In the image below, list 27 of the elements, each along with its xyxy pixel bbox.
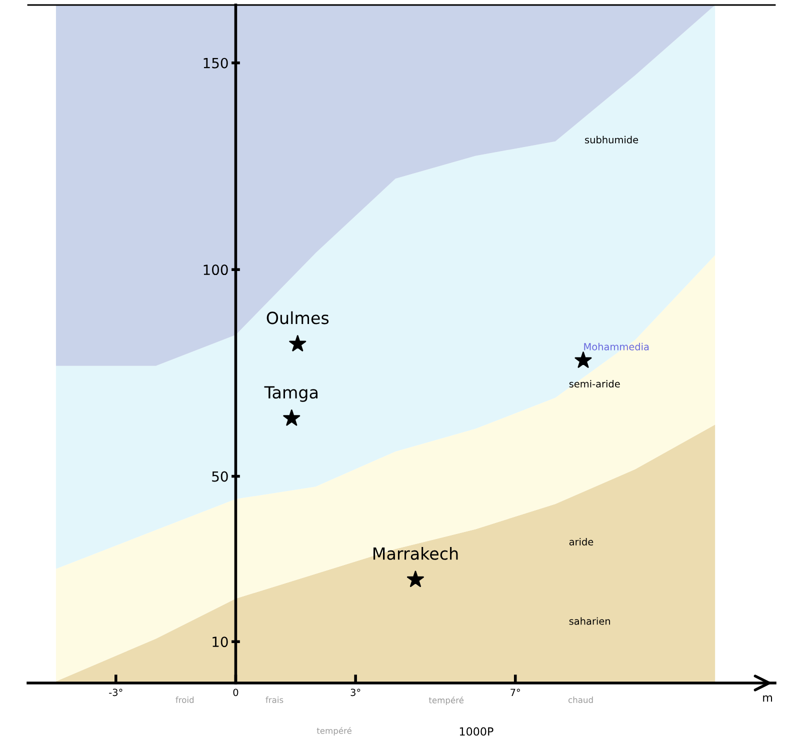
x-tick-label: 7° [510,688,520,696]
x-axis-title: m [763,695,772,702]
x-tick-label: 3° [350,688,360,696]
y-tick-label: 150 [204,58,228,68]
text: froid [176,696,194,704]
text: chaud [568,696,593,704]
x-tick-label: -3° [109,688,122,696]
y-tick-label: 50 [212,471,228,482]
annotation: Oulmes [266,311,329,324]
text: tempéré [316,727,352,736]
point [289,335,306,352]
y-tick-label: 10 [212,636,228,648]
annotation: saharien [569,617,610,625]
point [406,570,424,587]
annotation: subhumide [585,136,638,144]
annotation: Marrakech [373,546,458,560]
x-tick-label: 0 [233,688,238,696]
annotation: Mohammedia [584,342,649,350]
text: frais [266,696,284,704]
text: 1000P [460,727,494,736]
annotation: aride [569,538,594,546]
text: tempéré [428,696,464,705]
annotation: semi-aride [569,380,620,388]
point [283,410,300,426]
point [574,352,592,368]
y-tick-label: 100 [204,264,228,276]
annotation: Tamga [264,386,318,402]
